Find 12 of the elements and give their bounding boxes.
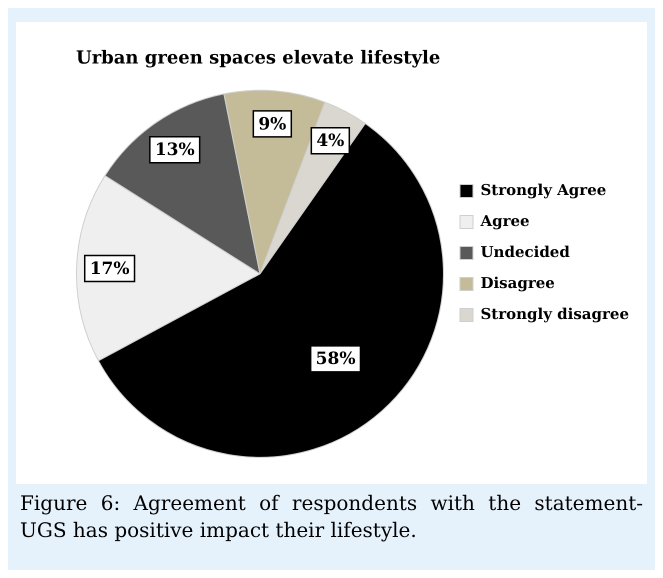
data-label: 13% (154, 140, 195, 160)
data-label: 58% (316, 349, 356, 370)
chart-title: Urban green spaces elevate lifestyle (76, 47, 440, 68)
data-label: 17% (90, 258, 130, 279)
legend-label: Strongly Agree (480, 180, 606, 199)
caption: Figure 6: Agreement of respondents with the statement- UGS has positive impact their lifestyle. (19, 490, 644, 544)
legend-label: Strongly disagree (480, 304, 630, 323)
data-label: 9% (258, 114, 286, 134)
legend-label: Undecided (480, 242, 570, 261)
legend-label: Disagree (480, 274, 555, 292)
data-label: 4% (316, 131, 344, 152)
legend-label: Agree (479, 212, 530, 230)
